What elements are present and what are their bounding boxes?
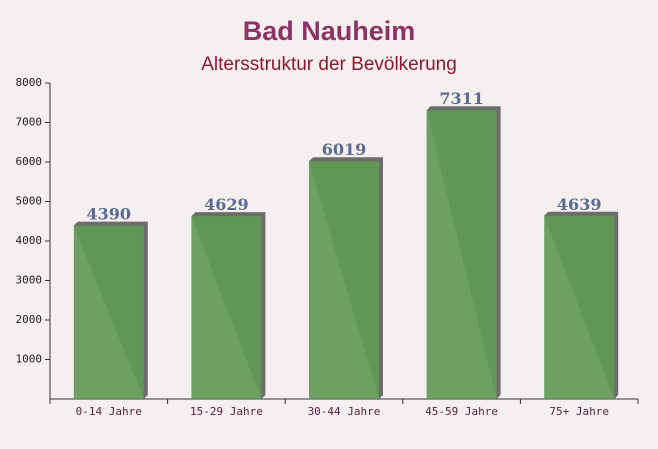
value-label: 7311 bbox=[439, 89, 484, 108]
y-tick-label: 3000 bbox=[16, 274, 43, 287]
value-label: 4639 bbox=[557, 195, 602, 214]
y-tick-label: 4000 bbox=[16, 234, 43, 247]
y-tick-label: 6000 bbox=[16, 155, 43, 168]
bar bbox=[426, 110, 497, 399]
y-tick-label: 1000 bbox=[16, 353, 43, 366]
bar bbox=[73, 225, 144, 399]
x-tick-label: 30-44 Jahre bbox=[308, 405, 381, 418]
x-tick-label: 45-59 Jahre bbox=[425, 405, 498, 418]
y-tick-label: 5000 bbox=[16, 195, 43, 208]
x-tick-label: 0-14 Jahre bbox=[76, 405, 142, 418]
x-tick-label: 75+ Jahre bbox=[549, 405, 609, 418]
chart-title: Bad Nauheim bbox=[243, 16, 416, 46]
y-tick-label: 2000 bbox=[16, 313, 43, 326]
value-label: 6019 bbox=[322, 140, 367, 159]
bar bbox=[191, 216, 262, 399]
bar bbox=[544, 215, 615, 399]
value-label: 4390 bbox=[87, 205, 132, 224]
value-label: 4629 bbox=[204, 195, 249, 214]
y-tick-label: 8000 bbox=[16, 76, 43, 89]
y-tick-label: 7000 bbox=[16, 116, 43, 129]
chart-subtitle: Altersstruktur der Bevölkerung bbox=[201, 54, 457, 75]
x-tick-label: 15-29 Jahre bbox=[190, 405, 263, 418]
bar bbox=[309, 161, 379, 399]
